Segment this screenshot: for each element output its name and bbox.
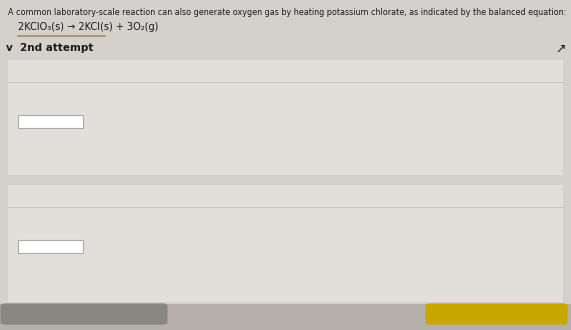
Text: ‹ PREVIOUS   5 of 5 Questions: ‹ PREVIOUS 5 of 5 Questions xyxy=(223,317,348,326)
Text: Part 1  (1 point): Part 1 (1 point) xyxy=(18,68,112,78)
Text: What mass of potassium nitrate is needed to generate 167.0 L of gas, composed of: What mass of potassium nitrate is needed… xyxy=(18,88,530,97)
Text: and 289 K, using these two reactions?: and 289 K, using these two reactions? xyxy=(18,100,171,109)
Text: A common laboratory-scale reaction can also generate oxygen gas by heating potas: A common laboratory-scale reaction can a… xyxy=(8,8,566,17)
Text: Part 2  (1 point): Part 2 (1 point) xyxy=(18,193,112,203)
Text: g KNO₃: g KNO₃ xyxy=(88,121,118,130)
Text: g KClO₃: g KClO₃ xyxy=(88,246,119,255)
Text: and 289 K, using these two reactions?: and 289 K, using these two reactions? xyxy=(18,225,171,234)
Text: ↗: ↗ xyxy=(555,43,565,56)
Text: 4 OF 5 QUESTIONS COMPLETED: 4 OF 5 QUESTIONS COMPLETED xyxy=(22,317,146,323)
Text: ■ See Periodic Table: ■ See Periodic Table xyxy=(370,68,453,77)
Text: Q See Hint: Q See Hint xyxy=(490,193,533,202)
Text: v  2nd attempt: v 2nd attempt xyxy=(6,43,94,53)
Text: What mass of potassium chlorate is needed to generate 167.0 L of gas, composed o: What mass of potassium chlorate is neede… xyxy=(18,213,537,222)
Text: Q See Hint: Q See Hint xyxy=(490,68,533,77)
Text: 2KClO₃(s) → 2KCl(s) + 3O₂(g): 2KClO₃(s) → 2KCl(s) + 3O₂(g) xyxy=(18,22,158,32)
